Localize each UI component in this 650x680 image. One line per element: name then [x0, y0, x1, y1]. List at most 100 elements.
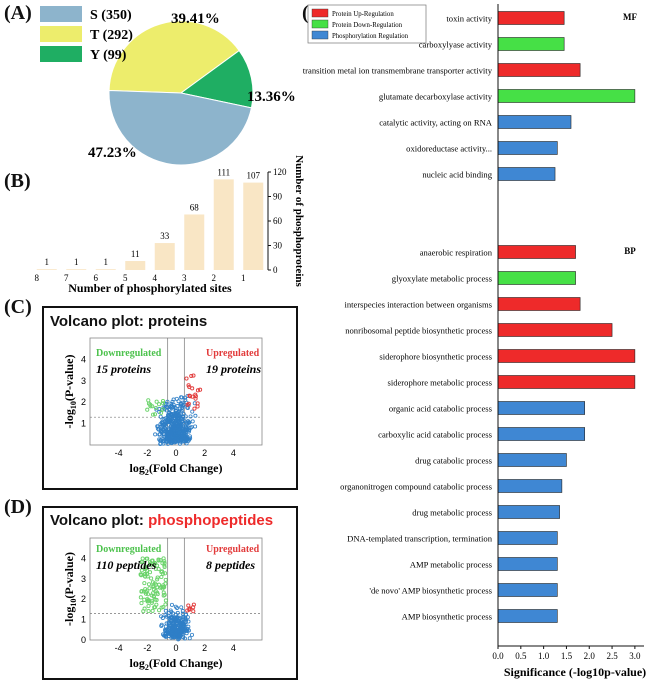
volcano-point: [168, 619, 173, 624]
volcano-point: [168, 615, 173, 620]
bar-tick-1: 1: [241, 273, 246, 283]
legend-label-0: S (350): [90, 8, 132, 23]
volcano-point-down: [161, 605, 166, 610]
volcano-ytick-1: 1: [81, 419, 86, 429]
go-bar-20: [497, 583, 558, 597]
volcano-peptides-title-main: Volcano plot:: [50, 512, 149, 529]
go-bar-0: [497, 11, 565, 25]
volcano-peptides-box: Volcano plot: phosphopeptides: [42, 506, 298, 680]
volcano-xtick-0: 0: [173, 643, 178, 653]
volcano-point: [186, 428, 191, 433]
volcano-point: [190, 419, 195, 424]
volcano-point-up: [191, 602, 196, 607]
bar-value-8: 1: [45, 257, 50, 267]
volcano-point: [159, 420, 164, 425]
volcano-point: [165, 433, 170, 438]
volcano-point-up: [193, 394, 198, 399]
volcano-point: [169, 602, 174, 607]
bar-tick-5: 5: [123, 273, 128, 283]
go-xtick-0.5: 0.5: [515, 651, 527, 661]
go-legend: Protein Up-Regulation Protein Down-Regula…: [307, 4, 427, 44]
volcano-point: [179, 432, 184, 437]
volcano-point-down: [155, 575, 160, 580]
volcano-point-down: [162, 561, 167, 566]
volcano-point-down: [151, 583, 156, 588]
go-term-label-5: oxidoreductase activity...: [406, 144, 492, 154]
volcano-point: [163, 401, 168, 406]
go-term-label-12: siderophore metabolic process: [387, 378, 492, 388]
volcano-point-down: [153, 597, 158, 602]
go-term-label-10: nonribosomal peptide biosynthetic proces…: [345, 326, 492, 336]
go-xtick-3.0: 3.0: [629, 651, 641, 661]
volcano-point-down: [162, 563, 167, 568]
go-term-label-15: drug catabolic process: [415, 456, 492, 466]
volcano-point-down: [145, 592, 150, 597]
go-group-mf: MF: [623, 12, 637, 22]
volcano-point: [187, 437, 192, 442]
volcano-point: [165, 405, 170, 410]
volcano-point-down: [146, 603, 151, 609]
go-bar-3: [497, 89, 636, 103]
volcano-ytick-3: 3: [81, 574, 86, 584]
volcano-point: [173, 406, 178, 411]
volcano-point: [170, 399, 175, 404]
bar-x-label: Number of phosphorylated sites: [68, 281, 232, 295]
volcano-down-label: Downregulated: [96, 348, 162, 359]
volcano-point: [167, 408, 172, 413]
volcano-point-down: [143, 572, 148, 577]
volcano-point: [173, 623, 178, 628]
volcano-xtick-4: 4: [231, 643, 236, 653]
go-term-label-3: glutamate decarboxylase activity: [379, 92, 493, 102]
bar-tick-6: 6: [94, 273, 99, 283]
volcano-proteins-title: Volcano plot: proteins: [50, 313, 208, 330]
go-term-label-20: 'de novo' AMP biosynthetic process: [369, 586, 492, 596]
volcano-point: [171, 397, 176, 402]
volcano-point: [183, 438, 188, 443]
bar-3: [184, 214, 205, 270]
legend-swatch-2: [40, 46, 82, 62]
legend-label-2: Y (99): [90, 48, 127, 63]
panel-label-c: (C): [4, 296, 32, 318]
volcano-point-up: [185, 608, 190, 613]
volcano-point: [188, 414, 193, 419]
volcano-point-down: [146, 398, 151, 403]
volcano-point: [155, 424, 160, 429]
volcano-point-up: [187, 607, 192, 612]
volcano-y-label-rest: (P-value): [62, 552, 76, 599]
volcano-point: [172, 425, 177, 430]
volcano-point: [167, 413, 172, 418]
go-bar-15: [497, 453, 567, 467]
volcano-point-down: [163, 581, 168, 586]
volcano-point-down: [146, 609, 151, 614]
go-term-label-0: toxin activity: [446, 14, 492, 24]
volcano-point-down: [163, 602, 168, 607]
volcano-point-down: [138, 595, 143, 600]
volcano-point-down: [148, 560, 153, 565]
go-xtick-2.0: 2.0: [584, 651, 596, 661]
go-term-label-18: DNA-templated transcription, termination: [347, 534, 493, 544]
volcano-point: [184, 400, 189, 405]
volcano-point: [183, 612, 188, 617]
go-term-label-7: anaerobic respiration: [420, 248, 493, 258]
volcano-point-down: [161, 556, 166, 561]
volcano-point-up: [190, 386, 195, 391]
volcano-point-down: [148, 404, 153, 409]
go-term-label-16: organonitrogen compound catabolic proces…: [340, 482, 493, 492]
go-term-label-2: transition metal ion transmembrane trans…: [303, 66, 493, 76]
volcano-ytick-4: 4: [81, 354, 86, 364]
volcano-down-count: 110 peptides: [96, 558, 157, 572]
volcano-point-down: [157, 402, 162, 407]
pie-label-t: 39.41%: [171, 11, 220, 27]
volcano-point-up: [195, 404, 200, 409]
volcano-up-label: Upregulated: [206, 348, 260, 359]
volcano-point-down: [163, 598, 168, 603]
volcano-point: [163, 608, 168, 613]
go-bar-19: [497, 557, 558, 571]
volcano-point-down: [142, 606, 147, 611]
volcano-point: [181, 403, 186, 408]
volcano-point-up: [188, 394, 193, 399]
volcano-xtick-2: 2: [202, 643, 207, 653]
volcano-xtick--4: -4: [115, 643, 123, 653]
bar-tick-4: 4: [153, 273, 158, 283]
go-bar-5: [497, 141, 558, 155]
